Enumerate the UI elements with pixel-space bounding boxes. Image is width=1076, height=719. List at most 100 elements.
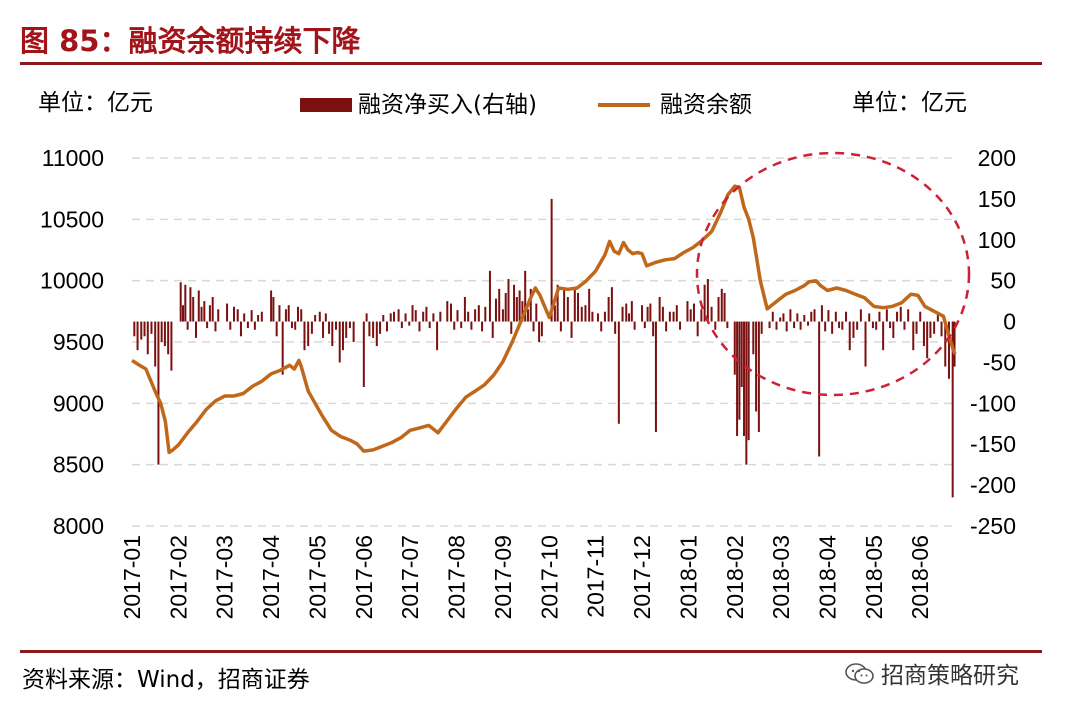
bar: [146, 321, 149, 355]
bar: [929, 321, 932, 338]
x-tick-label: 2017-05: [304, 535, 330, 619]
bar: [154, 321, 157, 367]
grid-lines: [132, 157, 955, 527]
bar: [400, 321, 403, 329]
x-tick-label: 2018-02: [722, 535, 748, 619]
bar: [614, 321, 617, 334]
right-tick-label: 150: [978, 186, 1016, 212]
left-tick-label: 8500: [53, 452, 104, 478]
x-tick-label: 2018-05: [861, 535, 887, 619]
bar: [481, 321, 484, 332]
bar: [456, 310, 459, 322]
bar: [848, 321, 851, 351]
right-tick-label: -100: [970, 390, 1016, 416]
bar: [771, 311, 774, 322]
bar: [272, 297, 275, 322]
bar: [526, 309, 529, 322]
bar: [300, 309, 303, 322]
bar: [294, 321, 297, 330]
bar: [580, 306, 583, 322]
watermark: 招商策略研究: [845, 656, 1019, 690]
bar: [630, 301, 633, 322]
bar: [696, 321, 699, 337]
right-tick-label: 0: [1003, 309, 1016, 335]
bar: [192, 297, 195, 322]
bar: [453, 321, 456, 330]
bar: [720, 288, 723, 322]
bar: [310, 321, 313, 334]
bar: [736, 321, 739, 437]
bar: [912, 321, 915, 351]
source-note: 资料来源：Wind，招商证券: [22, 667, 310, 693]
bar: [436, 321, 439, 351]
bar: [331, 321, 334, 347]
bar: [779, 317, 782, 322]
bar: [818, 321, 821, 457]
bar: [700, 309, 703, 322]
bar: [665, 321, 668, 332]
bar: [253, 321, 256, 330]
bar: [625, 303, 628, 322]
bar: [845, 311, 848, 322]
bar: [907, 309, 910, 322]
bar: [628, 313, 631, 322]
bar: [947, 321, 950, 379]
bar: [852, 321, 855, 338]
x-tick-label: 2017-04: [258, 535, 284, 620]
bar: [752, 321, 755, 355]
bar: [733, 321, 736, 375]
bar: [345, 321, 348, 338]
bar: [600, 321, 603, 332]
x-tick-label: 2017-12: [629, 535, 655, 619]
bar: [747, 321, 750, 441]
bar: [953, 321, 956, 367]
bar: [672, 311, 675, 322]
x-tick-label: 2017-08: [444, 535, 470, 619]
bar: [303, 321, 306, 351]
x-tick-label: 2017-07: [397, 535, 423, 619]
bar: [389, 313, 392, 322]
bar: [408, 321, 411, 326]
bar: [799, 321, 802, 330]
bar: [163, 321, 166, 347]
legend-line-label: 融资余额: [660, 92, 752, 118]
bar: [607, 297, 610, 322]
bar: [184, 284, 187, 322]
bar: [182, 305, 185, 322]
bar: [760, 321, 763, 334]
balance-line: [131, 184, 957, 455]
bar: [318, 311, 321, 322]
right-tick-label: -200: [970, 472, 1016, 498]
bar: [686, 301, 689, 322]
bar: [484, 306, 487, 322]
bar: [217, 309, 220, 322]
bar: [214, 321, 217, 332]
left-tick-label: 10000: [40, 268, 104, 294]
bar: [617, 321, 620, 424]
bar: [566, 297, 569, 322]
bar: [570, 321, 573, 338]
bar: [422, 311, 425, 322]
bar: [521, 301, 524, 322]
bar: [933, 321, 936, 334]
left-tick-label: 10500: [40, 206, 104, 232]
bar: [352, 321, 355, 342]
bar: [382, 315, 385, 322]
bar: [785, 321, 788, 332]
bar: [136, 321, 139, 351]
bar: [641, 305, 644, 322]
bar: [515, 297, 518, 322]
bar: [467, 311, 470, 322]
bar: [474, 309, 477, 322]
bar: [250, 310, 253, 322]
bar: [463, 297, 466, 322]
bar: [899, 306, 902, 322]
x-tick-label: 2017-01: [119, 535, 145, 619]
bar: [803, 315, 806, 322]
bar: [197, 290, 200, 322]
bar: [160, 321, 163, 342]
bar: [189, 287, 192, 322]
bar: [341, 321, 344, 351]
bar: [668, 311, 671, 322]
bar: [200, 306, 203, 322]
